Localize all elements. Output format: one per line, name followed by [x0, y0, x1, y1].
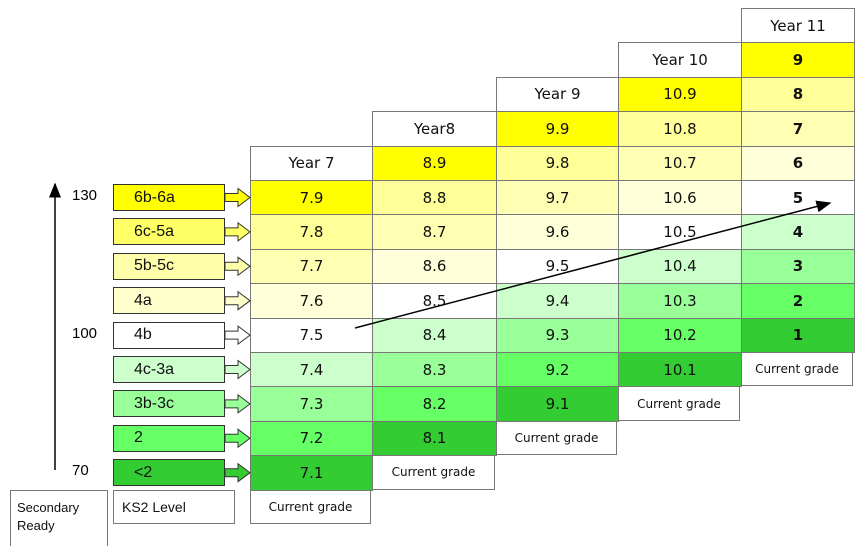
grade-cell: 10.9	[618, 76, 742, 113]
grade-cell: 1	[741, 317, 855, 353]
grade-cell: 10.4	[618, 248, 742, 285]
level-arrow	[224, 256, 251, 277]
ks2-level: 3b-3c	[113, 390, 225, 418]
current-grade: Current grade	[741, 352, 853, 387]
grade-cell: 7.6	[250, 283, 373, 319]
grade-cell: 9.2	[496, 352, 619, 388]
level-arrow	[224, 359, 251, 380]
grade-cell: 5	[741, 180, 855, 216]
grade-cell: 9.4	[496, 283, 619, 319]
ks2-level: 4c-3a	[113, 356, 225, 383]
level-arrow	[224, 221, 251, 242]
grade-cell: 7.4	[250, 352, 373, 388]
grade-cell: 9.7	[496, 180, 619, 216]
grade-cell: 7.1	[250, 455, 373, 491]
axis-tick: 130	[72, 187, 98, 204]
ks2-level: <2	[113, 459, 225, 487]
ks2-level: 6b-6a	[113, 184, 225, 211]
grade-cell: 8.2	[372, 386, 497, 422]
grade-cell: 8	[741, 76, 855, 113]
level-arrow	[224, 290, 251, 311]
current-grade: Current grade	[372, 455, 495, 490]
year-header: Year 10	[618, 42, 742, 78]
grade-cell: 10.3	[618, 283, 742, 319]
grade-cell: 8.4	[372, 317, 497, 353]
grade-cell: 7.2	[250, 420, 373, 457]
level-arrow	[224, 393, 251, 414]
year-header: Year 9	[496, 76, 619, 113]
level-arrow	[224, 187, 251, 208]
ks2-level: 4a	[113, 287, 225, 315]
ks2-level: 6c-5a	[113, 218, 225, 246]
grade-cell: 8.8	[372, 180, 497, 216]
ks2-level: 2	[113, 424, 225, 452]
grade-cell: 8.5	[372, 283, 497, 319]
grade-cell: 7.8	[250, 214, 373, 250]
current-grade: Current grade	[618, 386, 740, 421]
level-arrow	[224, 325, 251, 346]
current-grade: Current grade	[250, 489, 371, 524]
axis-tick: 70	[72, 462, 89, 480]
year-header: Year 7	[250, 145, 373, 181]
year-header: Year 11	[741, 8, 855, 44]
grade-cell: 8.6	[372, 248, 497, 285]
axis-tick: 100	[72, 324, 98, 342]
progress-arrow	[354, 200, 832, 329]
level-arrow	[224, 428, 251, 449]
axis-label: Secondary Ready	[10, 490, 108, 546]
level-arrow	[224, 462, 251, 483]
grade-cell: 4	[741, 214, 855, 250]
grade-cell: 8.9	[372, 145, 497, 181]
grade-cell: 7	[741, 111, 855, 147]
grade-cell: 7.5	[250, 317, 373, 353]
year-header: Year8	[372, 111, 497, 147]
ks2-level: 4b	[113, 321, 225, 349]
grade-cell: 2	[741, 283, 855, 319]
ks2-title: KS2 Level	[113, 490, 235, 524]
current-grade: Current grade	[496, 420, 617, 456]
ks2-level: 5b-5c	[113, 252, 225, 280]
